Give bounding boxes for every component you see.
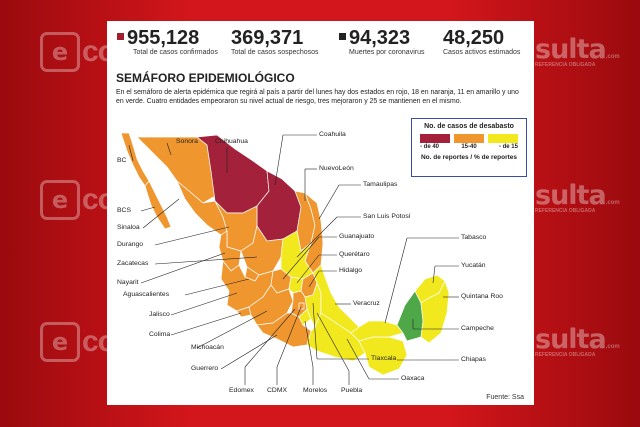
legend-label-orange: 15-40 <box>461 144 477 150</box>
label-hidalgo: Hidalgo <box>339 267 363 274</box>
label-bc: BC <box>117 157 127 164</box>
state-bcs <box>144 180 172 230</box>
label-morelos: Morelos <box>303 387 328 394</box>
label-nuevoleon: NuevoLeón <box>319 165 354 172</box>
label-tabasco: Tabasco <box>461 234 487 241</box>
stat-confirmed: 955,128 Total de casos confirmados <box>117 28 218 56</box>
label-cdmx: CDMX <box>267 387 288 394</box>
source-note: Fuente: Ssa <box>486 394 524 401</box>
label-sonora: Sonora <box>176 138 198 145</box>
e-badge-icon: e <box>40 32 80 72</box>
label-queretaro: Querétaro <box>339 251 370 258</box>
state-quintanaroo <box>420 280 450 344</box>
label-coahuila: Coahuila <box>319 131 346 138</box>
label-sinaloa: Sinaloa <box>117 224 140 231</box>
e-badge-icon: e <box>40 322 80 362</box>
legend-footer: No. de reportes / % de reportes <box>420 154 518 161</box>
legend-swatch-orange <box>454 134 484 143</box>
label-guanajuato: Guanajuato <box>339 233 375 240</box>
state-tabasco <box>350 320 404 342</box>
label-chiapas: Chiapas <box>461 356 486 363</box>
legend-label-red: - de 40 <box>420 144 440 150</box>
mexico-map <box>120 132 459 385</box>
description: En el semáforo de alerta epidémica que r… <box>116 89 519 105</box>
legend-swatch-red <box>420 134 450 143</box>
label-colima: Colima <box>149 331 171 338</box>
label-guerrero: Guerrero <box>191 365 219 372</box>
leader-lines <box>128 134 459 385</box>
stat-deaths: 94,323 Muertes por coronavirus <box>339 28 424 56</box>
stat-active: 48,250 Casos activos estimados <box>443 27 521 56</box>
label-campeche: Campeche <box>461 325 494 332</box>
marker-square-icon <box>339 33 346 41</box>
label-tamaulipas: Tamaulipas <box>363 181 398 188</box>
label-bcs: BCS <box>117 207 131 214</box>
label-yucatan: Yucatán <box>461 262 486 269</box>
state-guerrero <box>256 312 312 348</box>
watermark-left-logo: e co <box>40 322 116 362</box>
legend-swatch-yellow <box>488 134 518 143</box>
label-sanluis: San Luis Potosí <box>363 213 411 220</box>
label-edomex: Edomex <box>229 387 254 394</box>
label-chihuahua: Chihuahua <box>215 138 248 145</box>
watermark-right-logo: sulta.com REFERENCIA OBLIGADA <box>535 34 620 68</box>
watermark-right-logo: sulta.com REFERENCIA OBLIGADA <box>535 180 620 214</box>
watermark-left-logo: e co <box>40 32 116 72</box>
label-tlaxcala: Tlaxcala <box>371 355 397 362</box>
legend-box: No. de casos de desabasto - de 40 15-40 … <box>411 118 527 177</box>
legend-label-yellow: - de 15 <box>498 144 518 150</box>
label-puebla: Puebla <box>341 387 363 394</box>
label-quintanaroo: Quintana Roo <box>461 293 503 300</box>
page-title: SEMÁFORO EPIDEMIOLÓGICO <box>116 71 295 85</box>
stat-suspected: 369,371 Total de casos sospechosos <box>231 27 319 56</box>
watermark-right-logo: sulta.com REFERENCIA OBLIGADA <box>535 324 620 358</box>
marker-square-icon <box>117 33 124 41</box>
label-veracruz: Veracruz <box>353 300 380 307</box>
label-aguascalientes: Aguascalientes <box>123 291 170 298</box>
label-durango: Durango <box>117 241 144 248</box>
watermark-left-logo: e co <box>40 180 116 220</box>
label-nayarit: Nayarit <box>117 279 139 286</box>
legend-title: No. de casos de desabasto <box>424 123 514 130</box>
state-zacatecas <box>240 225 284 276</box>
label-jalisco: Jalisco <box>149 311 170 318</box>
infographic-card: 955,128 Total de casos confirmados 369,3… <box>107 21 534 405</box>
label-zacatecas: Zacatecas <box>117 260 149 267</box>
label-oaxaca: Oaxaca <box>401 375 425 382</box>
state-cdmx <box>298 302 305 310</box>
label-michoacan: Michoacán <box>191 344 224 351</box>
e-badge-icon: e <box>40 180 80 220</box>
